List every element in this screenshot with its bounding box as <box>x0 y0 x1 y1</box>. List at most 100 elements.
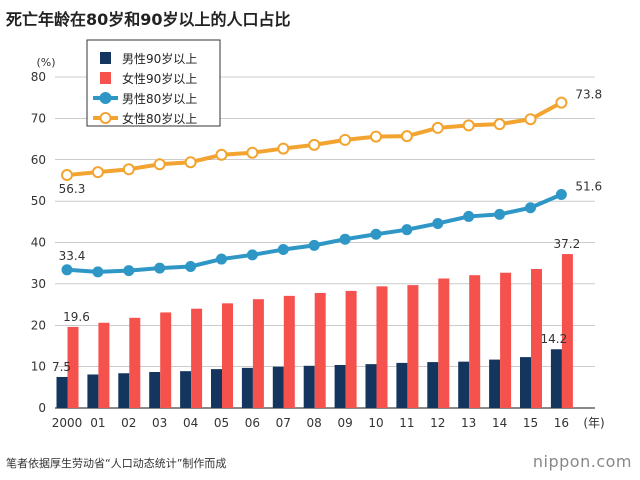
point-male80 <box>370 228 382 240</box>
point-male80 <box>246 249 258 261</box>
y-tick-label: 30 <box>31 277 46 291</box>
bar-female90 <box>98 322 110 408</box>
bar-female90 <box>376 286 388 408</box>
x-tick-label: 11 <box>399 416 414 430</box>
legend-label: 男性80岁以上 <box>122 91 197 106</box>
chart: 0 10 20 30 40 50 60 70 80(%) 2000 01 02 03 04 05 06 07 0… <box>31 39 605 430</box>
data-label: 19.6 <box>63 310 90 324</box>
bar-female90 <box>129 317 141 408</box>
x-tick-label: 09 <box>337 416 352 430</box>
bar-male90 <box>520 357 531 408</box>
point-female80 <box>431 121 444 134</box>
point-male80 <box>555 189 567 201</box>
bar-male90 <box>458 361 470 408</box>
bar-male90 <box>550 349 562 408</box>
legend-label: 男性90岁以上 <box>122 51 197 66</box>
legend-swatch <box>100 72 111 84</box>
bar-male90 <box>303 365 315 408</box>
x-tick-label: 14 <box>492 416 507 430</box>
y-tick-label: 60 <box>31 153 46 167</box>
point-male80 <box>432 217 444 229</box>
point-male80 <box>463 210 475 222</box>
bar-male90 <box>334 364 346 408</box>
bar-female90 <box>252 299 264 408</box>
data-label: 14.2 <box>541 332 568 346</box>
point-male80 <box>277 244 289 256</box>
x-tick-label: 10 <box>368 416 383 430</box>
x-tick-label: 12 <box>430 416 445 430</box>
bar-male90 <box>211 369 222 408</box>
y-tick-label: 50 <box>31 194 46 208</box>
point-female80 <box>122 163 135 176</box>
point-male80 <box>494 208 506 220</box>
point-male80 <box>123 265 135 277</box>
bar-female90 <box>438 278 450 408</box>
bar-female90 <box>67 326 79 408</box>
bar-male90 <box>396 362 408 408</box>
brand-logo: nippon.com <box>533 452 632 471</box>
point-female80 <box>462 119 475 132</box>
bar-male90 <box>180 371 192 408</box>
point-female80 <box>61 169 73 182</box>
point-female80 <box>277 142 290 155</box>
bar-female90 <box>561 254 573 408</box>
point-male80 <box>308 239 320 251</box>
bar-female90 <box>191 308 203 408</box>
chart-title: 死亡年龄在80岁和90岁以上的人口占比 <box>6 10 291 29</box>
point-female80 <box>370 130 382 143</box>
point-male80 <box>401 224 413 236</box>
bar-male90 <box>118 373 130 408</box>
source-note: 笔者依据厚生劳动省“人口动态统计”制作而成 <box>6 457 227 470</box>
x-tick-label: 04 <box>183 416 198 430</box>
bar-female90 <box>531 268 542 408</box>
bar-female90 <box>314 292 326 408</box>
x-tick-label: 02 <box>121 416 136 430</box>
x-tick-label: 07 <box>276 416 291 430</box>
bar-female90 <box>469 275 481 408</box>
point-male80 <box>216 253 227 265</box>
bar-male90 <box>241 367 253 408</box>
legend-label: 女性80岁以上 <box>122 111 197 126</box>
point-male80 <box>525 202 536 214</box>
x-tick-label: 01 <box>90 416 105 430</box>
point-male80 <box>61 264 73 276</box>
y-tick-label: 70 <box>31 111 46 125</box>
x-tick-label: 06 <box>245 416 260 430</box>
point-female80 <box>91 166 104 179</box>
bar-female90 <box>345 290 357 408</box>
point-female80 <box>400 130 413 143</box>
point-female80 <box>246 146 259 159</box>
point-male80 <box>92 266 104 278</box>
point-female80 <box>215 148 228 161</box>
brand-text: nippon.com <box>532 452 632 471</box>
point-male80 <box>339 233 351 245</box>
legend-swatch-marker <box>99 112 112 124</box>
legend-label: 女性90岁以上 <box>122 71 197 86</box>
y-tick-label: 20 <box>31 318 46 332</box>
bar-male90 <box>149 372 161 408</box>
bar-female90 <box>160 312 172 408</box>
y-axis-unit: (%) <box>36 56 55 69</box>
data-label: 73.8 <box>575 88 602 102</box>
point-female80 <box>555 96 568 109</box>
point-male80 <box>185 260 197 272</box>
x-axis-unit: (年) <box>583 416 604 430</box>
x-tick-label: 03 <box>152 416 167 430</box>
bar-male90 <box>489 359 501 408</box>
legend-swatch-marker <box>99 92 112 104</box>
point-female80 <box>308 138 321 151</box>
point-female80 <box>153 158 166 171</box>
point-male80 <box>154 262 166 274</box>
bar-male90 <box>87 374 99 408</box>
data-label: 37.2 <box>554 237 581 251</box>
point-female80 <box>184 156 197 169</box>
x-tick-label: 13 <box>461 416 476 430</box>
point-female80 <box>524 113 537 126</box>
x-tick-label: 16 <box>554 416 569 430</box>
data-label: 33.4 <box>59 249 86 263</box>
x-tick-label: 08 <box>307 416 322 430</box>
bar-female90 <box>283 295 295 408</box>
bar-female90 <box>407 285 419 408</box>
series-line-male80 <box>66 192 563 274</box>
data-label: 7.5 <box>52 360 71 374</box>
